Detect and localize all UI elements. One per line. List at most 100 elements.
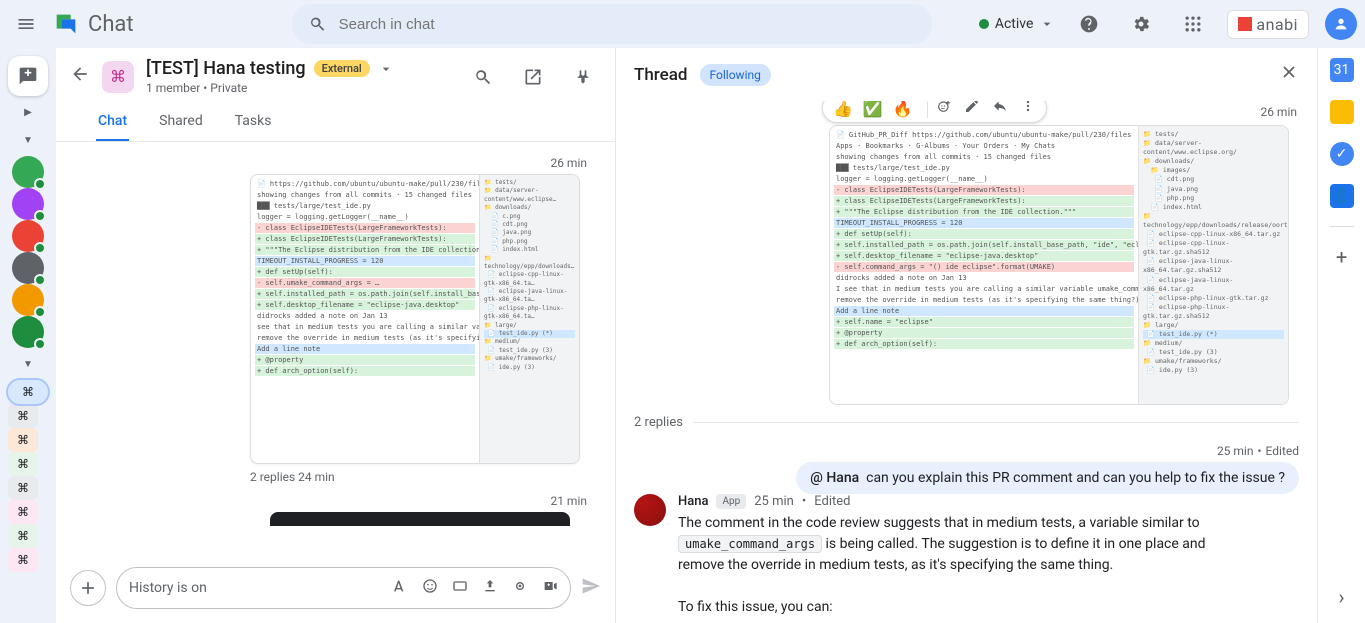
side-add-button[interactable]: + (1336, 245, 1347, 269)
reaction-check[interactable]: ✅ (863, 101, 883, 118)
upload-button[interactable] (482, 578, 498, 598)
side-tasks[interactable]: ✓ (1330, 142, 1354, 166)
rail-dm[interactable] (12, 252, 44, 284)
rail-sep-icon[interactable]: ▼ (16, 352, 40, 376)
space-avatar-icon: ⌘ (102, 61, 134, 93)
user-mention: @ Hana (810, 470, 859, 486)
workspace-brand[interactable]: anabi (1227, 10, 1309, 39)
left-rail: ▶ ▼ ▼ ⌘⌘⌘⌘⌘⌘⌘⌘ (0, 48, 56, 623)
brand-text: anabi (1256, 15, 1298, 34)
chat-search-button[interactable] (465, 59, 501, 95)
user-text: can you explain this PR comment and can … (866, 470, 1285, 486)
side-contacts[interactable]: 👤 (1330, 184, 1354, 208)
rail-space[interactable]: ⌘ (8, 404, 38, 428)
apps-button[interactable] (1175, 6, 1211, 42)
brand-logo-icon (1238, 17, 1252, 31)
more-actions-button[interactable] (1020, 101, 1036, 118)
pin-button[interactable] (565, 59, 601, 95)
format-button[interactable] (392, 578, 408, 598)
user-message-meta: 25 min•Edited (634, 444, 1299, 458)
rail-space[interactable]: ⌘ (8, 524, 38, 548)
add-reaction-button[interactable] (936, 101, 952, 118)
meet-button[interactable] (512, 578, 528, 598)
message-time: 26 min (100, 156, 587, 170)
tab-chat[interactable]: Chat (96, 107, 129, 141)
app-badge: App (716, 494, 746, 509)
main-menu-button[interactable] (8, 6, 44, 42)
topbar-right: Active anabi (979, 6, 1357, 42)
settings-button[interactable] (1123, 6, 1159, 42)
rail-dm[interactable] (12, 156, 44, 188)
chat-title: [TEST] Hana testing (146, 58, 306, 79)
chat-subtitle: 1 member • Private (146, 81, 394, 95)
bot-text: The comment in the code review suggests … (678, 513, 1238, 618)
message-time: 21 min (100, 494, 587, 508)
search-icon (308, 14, 327, 34)
rail-dm[interactable] (12, 284, 44, 316)
send-button[interactable] (581, 576, 601, 601)
account-avatar[interactable] (1325, 8, 1357, 40)
chat-tabs: Chat Shared Tasks (56, 99, 615, 142)
app-logo[interactable]: Chat (52, 10, 134, 38)
reaction-toolbar: 👍 ✅ 🔥 (822, 101, 1047, 123)
search-input[interactable] (339, 16, 916, 33)
tab-shared[interactable]: Shared (157, 107, 205, 141)
chevron-down-icon (1039, 16, 1055, 32)
thread-panel: Thread Following 👍 ✅ 🔥 (616, 48, 1317, 623)
following-chip[interactable]: Following (700, 64, 771, 86)
open-in-new-button[interactable] (515, 59, 551, 95)
thread-title: Thread (634, 65, 688, 85)
thread-header: Thread Following (616, 48, 1317, 101)
back-button[interactable] (70, 64, 90, 89)
rail-collapse-icon[interactable]: ▼ (16, 128, 40, 152)
side-panel-rail: 31 ✓ 👤 + › (1317, 48, 1365, 623)
gif-button[interactable] (452, 578, 468, 598)
rail-expand-icon[interactable]: ▶ (16, 100, 40, 124)
topbar: Chat Active anabi (0, 0, 1365, 48)
rail-space[interactable]: ⌘ (8, 476, 38, 500)
external-badge: External (314, 60, 370, 77)
rail-dm[interactable] (12, 220, 44, 252)
compose-placeholder: History is on (129, 580, 207, 596)
video-button[interactable] (542, 578, 558, 598)
message-image-preview-2[interactable] (270, 512, 570, 526)
rail-space[interactable]: ⌘ (8, 428, 38, 452)
bot-edited: Edited (814, 494, 850, 509)
bot-message: Hana App 25 min • Edited The comment in … (634, 494, 1299, 618)
edit-message-button[interactable] (964, 101, 980, 118)
chat-scroll[interactable]: 26 min 📄 https://github.com/ubuntu/ubunt… (56, 142, 615, 559)
rail-space[interactable]: ⌘ (8, 548, 38, 572)
search-box[interactable] (292, 4, 932, 44)
chevron-down-icon[interactable] (378, 61, 394, 77)
message-image-preview[interactable]: 📄 https://github.com/ubuntu/ubuntu-make/… (250, 174, 580, 464)
chat-title-row[interactable]: [TEST] Hana testing External (146, 58, 394, 79)
reaction-fire[interactable]: 🔥 (893, 101, 913, 118)
rail-space[interactable]: ⌘ (8, 500, 38, 524)
presence-status[interactable]: Active (979, 16, 1056, 32)
reaction-thumbs-up[interactable]: 👍 (833, 101, 853, 118)
compose-plus-button[interactable] (70, 570, 106, 606)
side-calendar[interactable]: 31 (1330, 58, 1354, 82)
rail-space[interactable]: ⌘ (8, 380, 48, 404)
side-keep[interactable] (1330, 100, 1354, 124)
side-collapse-button[interactable]: › (1338, 585, 1344, 609)
reply-button[interactable] (992, 101, 1008, 118)
thread-scroll[interactable]: 👍 ✅ 🔥 26 min (616, 101, 1317, 623)
chat-panel: ⌘ [TEST] Hana testing External 1 member … (56, 48, 616, 623)
thread-image-preview[interactable]: 📄 GitHub_PR_Diff https://github.com/ubun… (829, 125, 1289, 405)
emoji-button[interactable] (422, 578, 438, 598)
tab-tasks[interactable]: Tasks (233, 107, 274, 141)
chat-logo-icon (52, 10, 80, 38)
replies-summary[interactable]: 2 replies 24 min (250, 470, 595, 484)
close-thread-button[interactable] (1279, 62, 1299, 87)
compose-input[interactable]: History is on (116, 567, 571, 609)
new-chat-button[interactable] (8, 56, 48, 96)
rail-dm[interactable] (12, 316, 44, 348)
user-message[interactable]: @ Hana can you explain this PR comment a… (796, 462, 1299, 494)
rail-dm[interactable] (12, 188, 44, 220)
rail-space[interactable]: ⌘ (8, 452, 38, 476)
bot-time: 25 min (754, 494, 794, 509)
bot-avatar-icon (634, 494, 666, 526)
help-button[interactable] (1071, 6, 1107, 42)
replies-count: 2 replies (634, 415, 683, 430)
